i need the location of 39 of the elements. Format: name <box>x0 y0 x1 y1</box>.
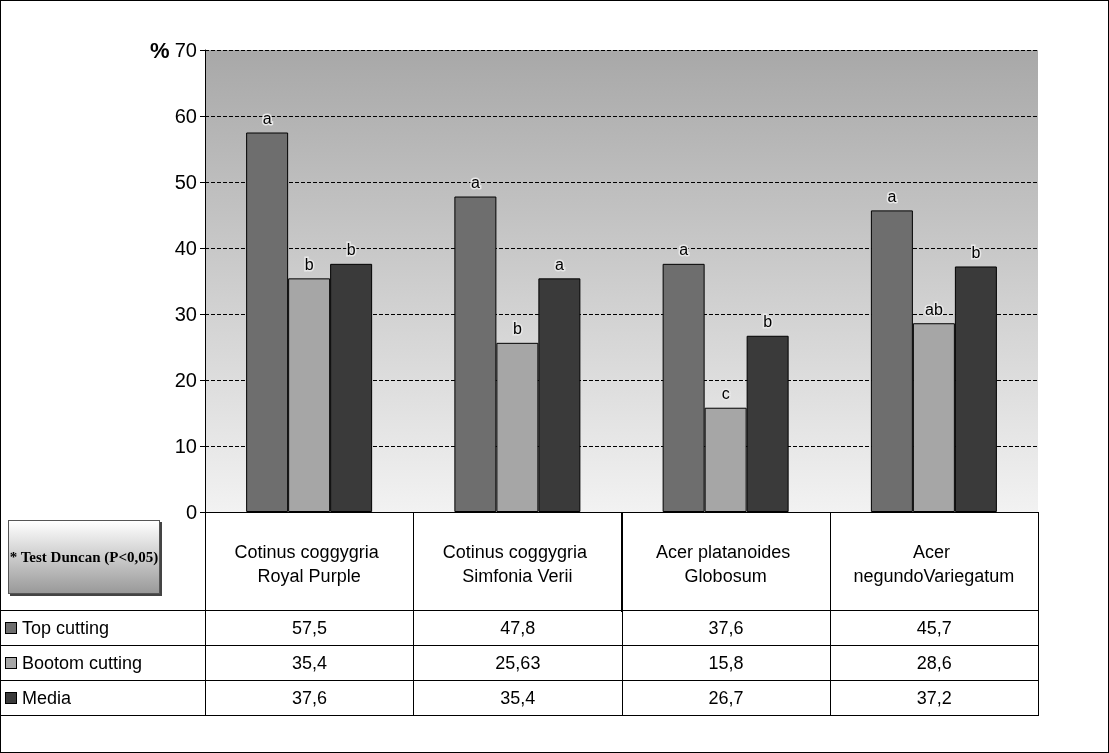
y-tick-label: 60 <box>174 105 197 127</box>
annotation: b <box>304 255 314 273</box>
annotation: a <box>887 187 897 205</box>
data-label: 37,2 <box>829 680 1039 716</box>
x-tick-label: Cotinus coggygria Simfonia Verii <box>442 542 592 586</box>
y-axis-title: % <box>150 38 170 64</box>
y-tick-label: 10 <box>174 435 197 457</box>
text: * Test Duncan (P<0,05) <box>8 520 160 594</box>
legend-label: Bootom cutting <box>0 645 206 681</box>
annotation: a <box>262 110 272 127</box>
data-label: 57,5 <box>205 610 415 646</box>
annotation: c <box>721 385 730 403</box>
data-label: 35,4 <box>413 680 623 716</box>
data-label: 28,6 <box>829 645 1039 681</box>
legend-label: Media <box>0 680 206 716</box>
data-label: 45,7 <box>829 610 1039 646</box>
y-tick-label: 20 <box>174 369 197 391</box>
data-label: 37,6 <box>621 610 831 646</box>
data-label: 26,7 <box>621 680 831 716</box>
annotation: b <box>763 313 773 331</box>
annotation: b <box>346 241 356 259</box>
y-tick-label: 30 <box>174 303 197 325</box>
x-tick-label: Acer platanoides Globosum <box>656 542 796 586</box>
y-tick-label: 0 <box>185 501 197 523</box>
annotation: a <box>554 255 564 273</box>
y-tick-label: 40 <box>174 237 197 259</box>
data-label: 35,4 <box>205 645 415 681</box>
annotation: b <box>512 320 522 338</box>
legend-label: Top cutting <box>0 610 206 646</box>
data-label: 47,8 <box>413 610 623 646</box>
annotation: ab <box>924 300 943 318</box>
x-tick-label: Cotinus coggygria Royal Purple <box>234 542 384 586</box>
x-tick-label: Acer negundoVariegatum <box>853 542 1015 586</box>
data-label: 37,6 <box>205 680 415 716</box>
y-tick-label: 50 <box>174 171 197 193</box>
data-label: 25,63 <box>413 645 623 681</box>
annotation: b <box>971 243 981 261</box>
data-label: 15,8 <box>621 645 831 681</box>
y-tick-label: 70 <box>174 39 197 61</box>
